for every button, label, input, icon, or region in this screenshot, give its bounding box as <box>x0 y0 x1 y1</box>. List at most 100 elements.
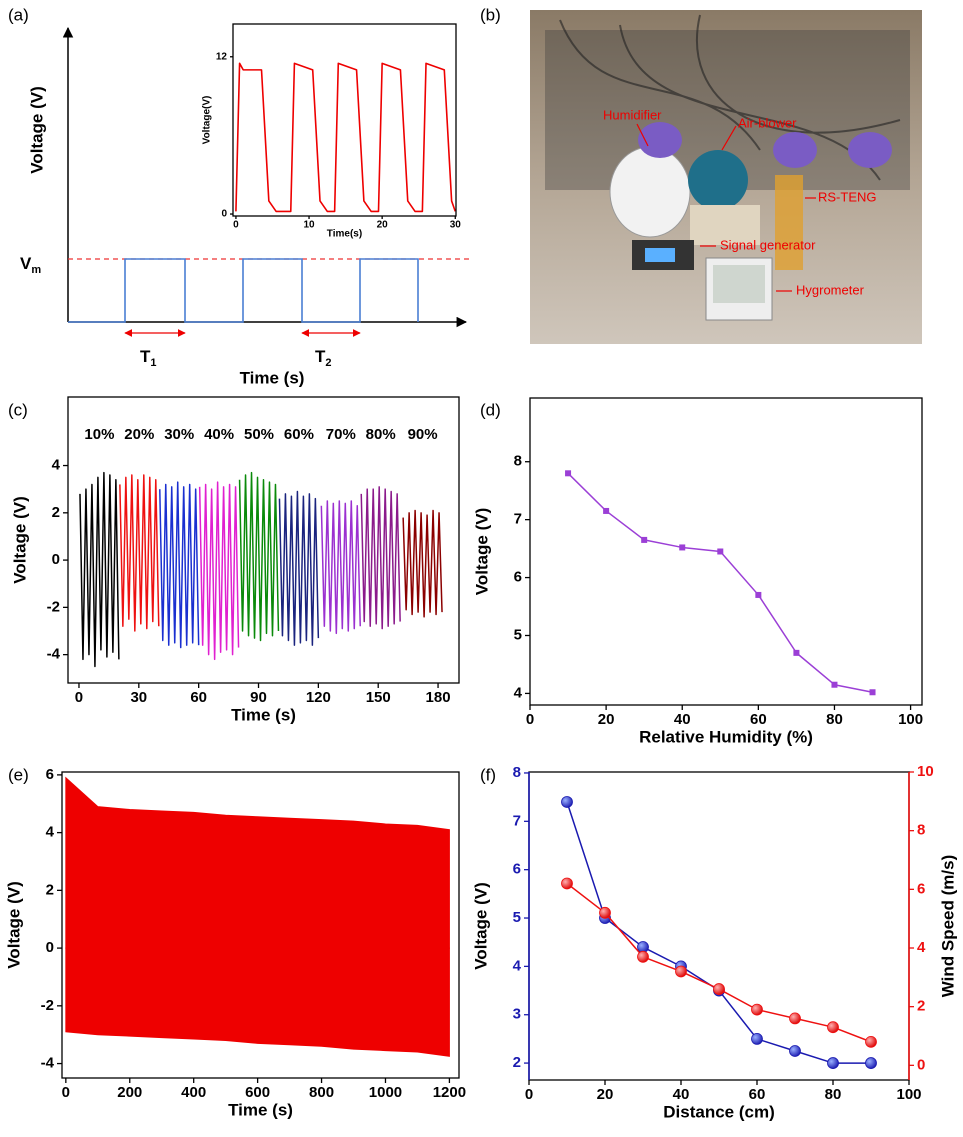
x-tick-label: 60 <box>749 1086 766 1103</box>
y-tick-label: 12 <box>216 51 228 62</box>
marker <box>869 689 876 696</box>
y-tick-label: 0 <box>221 209 227 220</box>
x-tick-label: 20 <box>598 711 615 728</box>
axes-frame <box>67 396 460 684</box>
x-tick-label: 60 <box>190 689 207 706</box>
pointer <box>636 123 649 147</box>
y-tick-label: 5 <box>513 909 521 926</box>
marker <box>561 796 573 808</box>
x-axis-label: Time(s) <box>327 229 362 240</box>
x-tick-label: 0 <box>75 689 83 706</box>
series-label: 60% <box>284 426 314 443</box>
y-axis-label: Voltage (V) <box>27 86 46 174</box>
series-line <box>159 481 200 649</box>
y2-tick-label: 4 <box>917 939 926 956</box>
t1-label: T1 <box>140 347 157 368</box>
x-axis-label: Distance (cm) <box>663 1102 774 1121</box>
t1-sub: 1 <box>150 357 156 369</box>
photo-label: RS-TENG <box>818 189 877 204</box>
x-tick-label: 90 <box>250 689 267 706</box>
air-blower <box>688 150 748 210</box>
series-line <box>198 481 240 661</box>
y-tick-label: 6 <box>46 766 54 783</box>
y-tick-label: 0 <box>52 551 60 568</box>
axes-frame <box>61 771 460 1079</box>
y2-tick-label: 2 <box>917 998 925 1015</box>
y-tick-label: 8 <box>514 453 522 470</box>
series-label: 70% <box>326 426 356 443</box>
x-tick-label: 0 <box>526 711 534 728</box>
marker <box>831 681 838 688</box>
x-axis-label: Time (s) <box>240 368 305 387</box>
t2-sub: 2 <box>325 357 331 369</box>
marker <box>679 544 686 551</box>
y-tick-label: 8 <box>513 764 521 781</box>
series-line <box>278 490 320 646</box>
marker <box>637 941 649 953</box>
panel-label: (d) <box>480 400 501 419</box>
x-tick-label: 600 <box>245 1084 270 1101</box>
vm-sub: m <box>31 264 41 276</box>
series-area <box>65 947 450 1057</box>
marker <box>599 906 611 919</box>
y-tick-label: 6 <box>513 861 521 878</box>
y-tick-label: 3 <box>513 1006 521 1023</box>
x-axis-label: Relative Humidity (%) <box>639 727 813 746</box>
x-tick-label: 0 <box>62 1084 70 1101</box>
x-tick-label: 20 <box>597 1086 614 1103</box>
axes-frame <box>529 397 923 706</box>
y-tick-label: -2 <box>47 598 60 615</box>
marker <box>827 1057 839 1069</box>
x-tick-label: 30 <box>450 220 462 231</box>
pulses <box>68 258 419 323</box>
series-line <box>119 474 160 632</box>
x-tick-label: 30 <box>130 689 147 706</box>
y2-tick-label: 10 <box>917 763 934 780</box>
vm-base: V <box>20 254 32 273</box>
marker <box>755 591 762 598</box>
schematic: Voltage (V) Time (s) Vm T1 T2 <box>20 26 472 387</box>
series-line <box>235 62 457 213</box>
y-axis-label: Voltage(V) <box>202 96 213 145</box>
marker <box>751 1003 763 1016</box>
plot-area <box>235 62 457 213</box>
y-tick-label: 5 <box>514 626 522 643</box>
x-tick-label: 80 <box>825 1086 842 1103</box>
series-label: 10% <box>84 426 114 443</box>
display <box>645 248 675 262</box>
photo: Humidifier Air-blower RS-TENG Signal gen… <box>530 10 922 344</box>
series-label: 50% <box>244 426 274 443</box>
marker <box>793 649 800 656</box>
plot-area: 10% 20% 30% 40% 50% 60% 70% 80% 90% <box>79 426 443 668</box>
y2-tick-label: 8 <box>917 822 925 839</box>
y-tick-label: 4 <box>46 824 55 841</box>
x-tick-label: 10 <box>303 220 315 231</box>
panel-label: (c) <box>8 400 28 419</box>
panel-label: (b) <box>480 5 501 24</box>
plot-area <box>561 796 877 1069</box>
holder <box>638 122 682 158</box>
marker <box>789 1012 801 1025</box>
marker <box>865 1057 877 1069</box>
pointer <box>721 125 737 151</box>
y-tick-label: 7 <box>513 812 521 829</box>
x-tick-label: 800 <box>309 1084 334 1101</box>
y-tick-label: 2 <box>46 881 54 898</box>
marker <box>713 983 725 995</box>
x-tick-label: 180 <box>426 689 451 706</box>
x-tick-label: 60 <box>750 711 767 728</box>
marker <box>675 965 687 978</box>
y-tick-label: 6 <box>514 569 522 586</box>
x-tick-label: 0 <box>525 1086 533 1103</box>
panel-label: (f) <box>480 765 496 784</box>
series-line <box>360 486 401 630</box>
series-label: 90% <box>408 426 438 443</box>
y-tick-label: -4 <box>41 1055 55 1072</box>
y-tick-label: 0 <box>46 939 54 956</box>
series-line <box>320 500 361 635</box>
x-tick-label: 200 <box>117 1084 142 1101</box>
series-label: 30% <box>164 426 194 443</box>
plot-area <box>65 776 450 1057</box>
y2-tick-label: 6 <box>917 880 925 897</box>
hygrometer-screen <box>713 265 765 303</box>
